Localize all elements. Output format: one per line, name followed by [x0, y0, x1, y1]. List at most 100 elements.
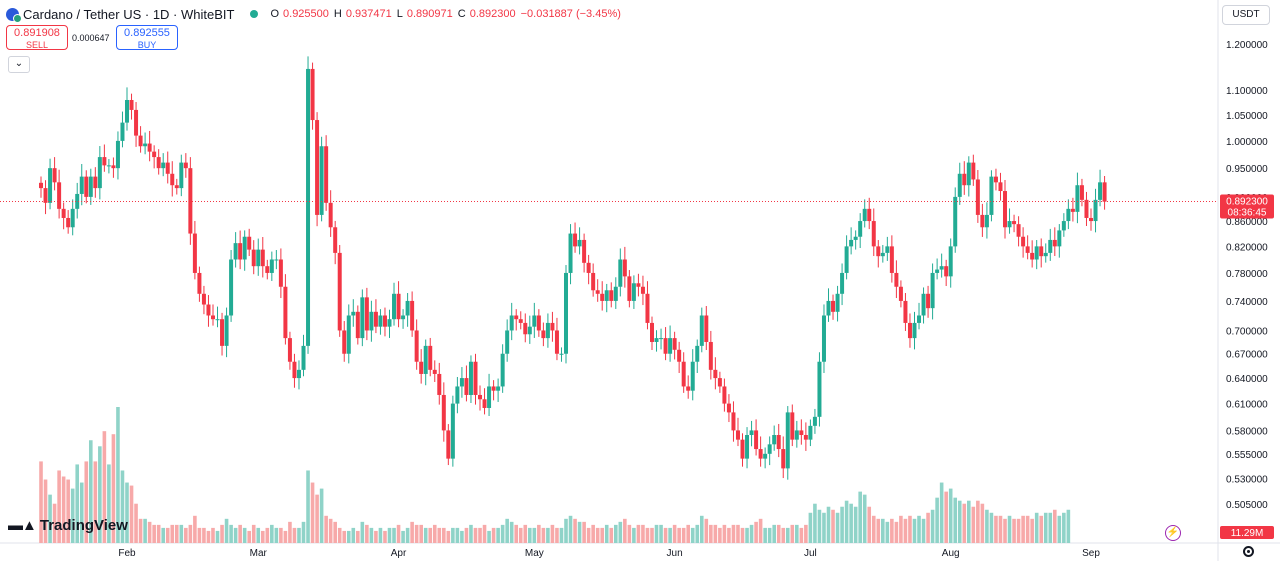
- volume-bar: [613, 524, 618, 543]
- volume-bar: [401, 530, 405, 543]
- candle-body: [188, 168, 193, 234]
- candle-body: [894, 272, 899, 287]
- volume-bar: [967, 500, 971, 543]
- candle-body: [1034, 246, 1039, 260]
- volume-bar: [736, 524, 740, 543]
- candle-body: [1016, 224, 1021, 237]
- volume-bar: [369, 527, 374, 543]
- candle-body: [93, 176, 98, 189]
- candle-body: [170, 173, 175, 186]
- volume-bar: [337, 527, 342, 543]
- candle-body: [351, 311, 356, 316]
- volume-bar: [835, 512, 840, 543]
- volume-bar: [690, 527, 695, 543]
- volume-bar: [297, 527, 301, 543]
- candle-body: [328, 202, 333, 228]
- candle-body: [215, 319, 220, 321]
- candle-body: [373, 311, 378, 327]
- candle-body: [577, 239, 582, 247]
- candle-body: [459, 378, 464, 387]
- volume-bar: [52, 503, 57, 543]
- collapse-legend-button[interactable]: ⌄: [8, 56, 30, 73]
- candle-body: [586, 262, 591, 273]
- volume-bar: [138, 518, 143, 543]
- candle-body: [120, 122, 125, 141]
- sell-price: 0.891908: [14, 27, 60, 39]
- candle-body: [301, 345, 306, 370]
- candle-body: [229, 259, 234, 316]
- candle-body: [631, 283, 636, 301]
- volume-bar: [704, 518, 709, 543]
- candle-body: [88, 176, 93, 197]
- candle-body: [57, 182, 62, 209]
- candle-body: [880, 252, 885, 257]
- sell-button[interactable]: 0.891908 SELL: [6, 25, 68, 50]
- candle-body: [591, 272, 596, 291]
- candle-body: [102, 157, 107, 166]
- candle-body: [844, 246, 849, 273]
- volume-bar: [143, 518, 147, 543]
- buy-button[interactable]: 0.892555 BUY: [116, 25, 178, 50]
- y-tick-label: 0.640000: [1226, 374, 1268, 385]
- candle-body: [704, 315, 709, 342]
- candle-body: [514, 315, 519, 320]
- y-tick-label: 0.740000: [1226, 297, 1268, 308]
- candle-body: [278, 259, 283, 287]
- volume-bar: [360, 521, 365, 543]
- ohlc-close-value: 0.892300: [469, 8, 516, 20]
- volume-bar: [632, 527, 636, 543]
- buy-price: 0.892555: [124, 27, 170, 39]
- candle-body: [224, 315, 229, 346]
- lightning-icon[interactable]: ⚡: [1165, 525, 1181, 541]
- candle-body: [754, 430, 759, 450]
- volume-bar: [568, 515, 573, 543]
- y-tick-label: 0.860000: [1226, 217, 1268, 228]
- candle-body: [1048, 239, 1053, 253]
- y-tick-label: 1.100000: [1226, 86, 1268, 97]
- candle-body: [971, 162, 976, 180]
- volume-bar: [564, 518, 568, 543]
- volume-bar: [57, 470, 61, 543]
- volume-bar: [469, 524, 473, 543]
- volume-bar: [853, 506, 858, 543]
- volume-bar: [976, 500, 980, 543]
- volume-bar: [930, 509, 935, 543]
- volume-bar: [523, 524, 528, 543]
- volume-bar: [247, 530, 251, 543]
- volume-bar: [763, 527, 767, 543]
- tradingview-logo[interactable]: ▬▲ TradingView: [8, 517, 128, 534]
- candle-body: [645, 293, 650, 323]
- y-tick-label: 1.050000: [1226, 111, 1268, 122]
- candle-body: [355, 311, 360, 339]
- currency-selector[interactable]: USDT: [1222, 5, 1270, 25]
- symbol-title[interactable]: Cardano / Tether US · 1D · WhiteBIT: [23, 6, 235, 22]
- candle-body: [790, 412, 795, 440]
- volume-bar: [419, 524, 423, 543]
- volume-bar: [813, 503, 817, 543]
- y-tick-label: 0.950000: [1226, 164, 1268, 175]
- volume-bar: [392, 527, 396, 543]
- candle-body: [319, 146, 324, 215]
- volume-bar: [595, 527, 600, 543]
- settings-icon[interactable]: [1243, 546, 1254, 557]
- volume-bar: [179, 524, 184, 543]
- x-tick-label: Jun: [667, 548, 683, 559]
- volume-bar: [75, 464, 80, 543]
- candle-body: [695, 345, 700, 362]
- candle-body: [600, 293, 605, 301]
- candle-body: [129, 99, 134, 110]
- volume-bar: [509, 521, 514, 543]
- volume-bar: [672, 524, 677, 543]
- volume-bar: [1057, 515, 1062, 543]
- volume-bar: [718, 527, 722, 543]
- volume-bar: [957, 500, 962, 543]
- volume-bar: [582, 521, 586, 543]
- volume-bar: [505, 518, 509, 543]
- volume-bar: [831, 509, 835, 543]
- volume-bar: [546, 527, 550, 543]
- volume-bar: [903, 518, 908, 543]
- volume-bar: [881, 518, 885, 543]
- volume-bar: [184, 527, 188, 543]
- volume-bar: [387, 527, 392, 543]
